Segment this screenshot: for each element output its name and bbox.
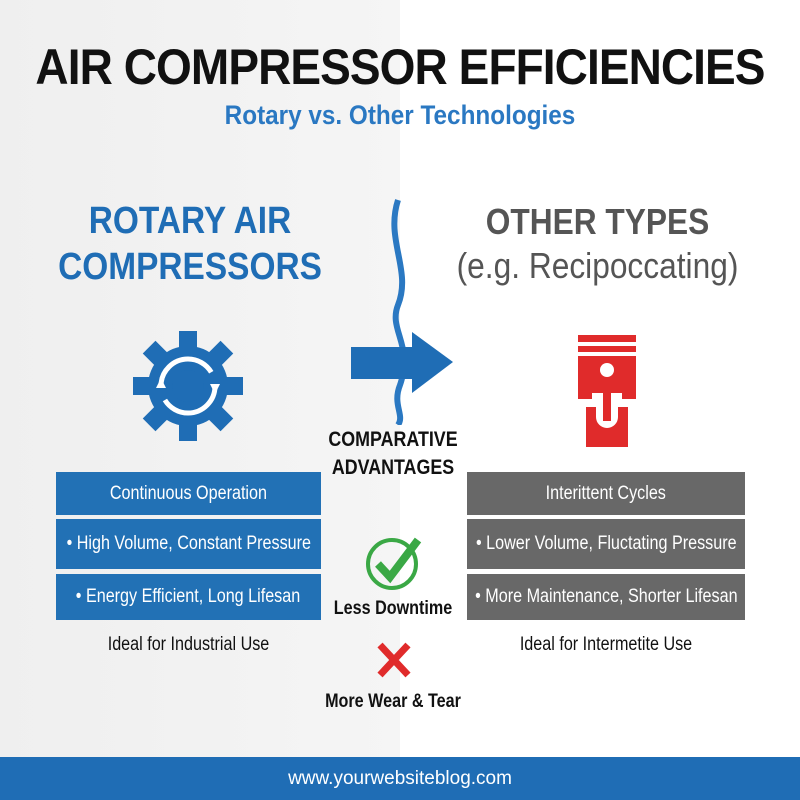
page-subtitle: Rotary vs. Other Technologies — [224, 100, 576, 130]
right-item-header: Interittent Cycles — [467, 472, 745, 515]
right-heading-line1: OTHER TYPES — [485, 201, 710, 242]
left-item: • High Volume, Constant Pressure — [56, 519, 321, 569]
right-item: • More Maintenance, Shorter Lifesan — [467, 574, 745, 620]
right-item: • Lower Volume, Fluctating Pressure — [467, 519, 745, 569]
footer-url[interactable]: www.yourwebsiteblog.com — [0, 757, 800, 800]
left-item-header: Continuous Operation — [56, 472, 321, 515]
cross-label: More Wear & Tear — [325, 691, 461, 712]
page-title: AIR COMPRESSOR EFFICIENCIES — [35, 39, 765, 95]
arrow-right-icon — [351, 199, 453, 425]
gear-cycle-icon — [133, 331, 243, 441]
left-heading-line1: ROTARY AIR — [88, 200, 292, 242]
check-icon — [366, 537, 422, 590]
cross-icon — [377, 642, 411, 678]
center-label-line2: ADVANTAGES — [331, 456, 455, 479]
piston-icon — [578, 335, 636, 447]
right-note: Ideal for Intermetite Use — [519, 634, 693, 655]
right-heading-line2: (e.g. Recipoccating) — [456, 245, 739, 286]
footer-url-text: www.yourwebsiteblog.com — [288, 767, 512, 789]
left-item: • Energy Efficient, Long Lifesan — [56, 574, 321, 620]
center-label-line1: COMPARATIVE — [328, 428, 458, 451]
left-heading-line2: COMPRESSORS — [58, 246, 322, 288]
check-label: Less Downtime — [333, 598, 453, 619]
left-note: Ideal for Industrial Use — [107, 634, 270, 655]
